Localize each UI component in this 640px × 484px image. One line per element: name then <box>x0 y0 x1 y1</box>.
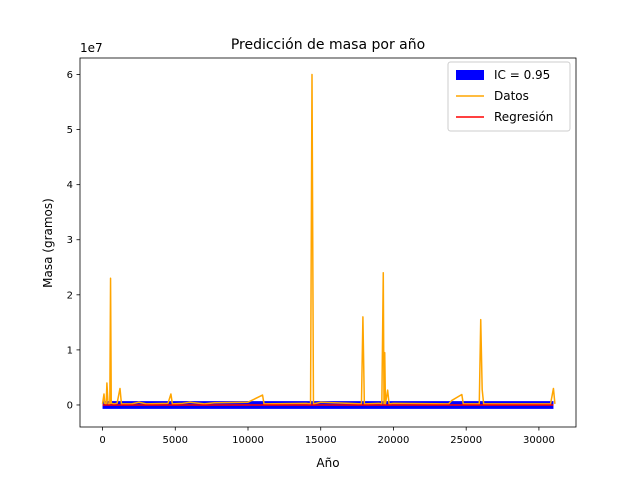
y-tick-label: 3 <box>67 235 73 246</box>
axes-frame <box>79 57 577 428</box>
x-axis-label: Año <box>316 456 339 470</box>
data-line <box>101 73 556 405</box>
legend-swatch-ic <box>456 70 484 80</box>
chart-title: Predicción de masa por año <box>231 37 425 53</box>
x-tick-label: 10000 <box>232 435 264 446</box>
plot-area <box>101 73 556 409</box>
y-tick-label: 2 <box>67 290 73 301</box>
y-tick-label: 5 <box>67 125 73 136</box>
plot-content <box>101 73 556 409</box>
axes: 0 5000 10000 15000 20000 25000 30000 0 1 2 3 4 5 6 <box>67 57 577 446</box>
x-tick-label: 25000 <box>450 435 482 446</box>
x-tick-label: 15000 <box>305 435 337 446</box>
legend: IC = 0.95 Datos Regresión <box>447 61 571 132</box>
legend-label: IC = 0.95 <box>494 68 550 82</box>
x-tick-label: 20000 <box>378 435 410 446</box>
y-tick-label: 1 <box>67 345 73 356</box>
legend-label: Regresión <box>494 110 553 124</box>
y-scale-label: 1e7 <box>80 41 103 55</box>
y-tick-label: 0 <box>67 400 73 411</box>
x-tick-label: 5000 <box>163 435 188 446</box>
x-tick-label: 30000 <box>523 435 555 446</box>
y-tick-label: 4 <box>67 180 73 191</box>
y-axis-label: Masa (gramos) <box>41 198 55 288</box>
y-tick-label: 6 <box>67 70 73 81</box>
legend-label: Datos <box>494 89 529 103</box>
x-tick-label: 0 <box>99 435 105 446</box>
